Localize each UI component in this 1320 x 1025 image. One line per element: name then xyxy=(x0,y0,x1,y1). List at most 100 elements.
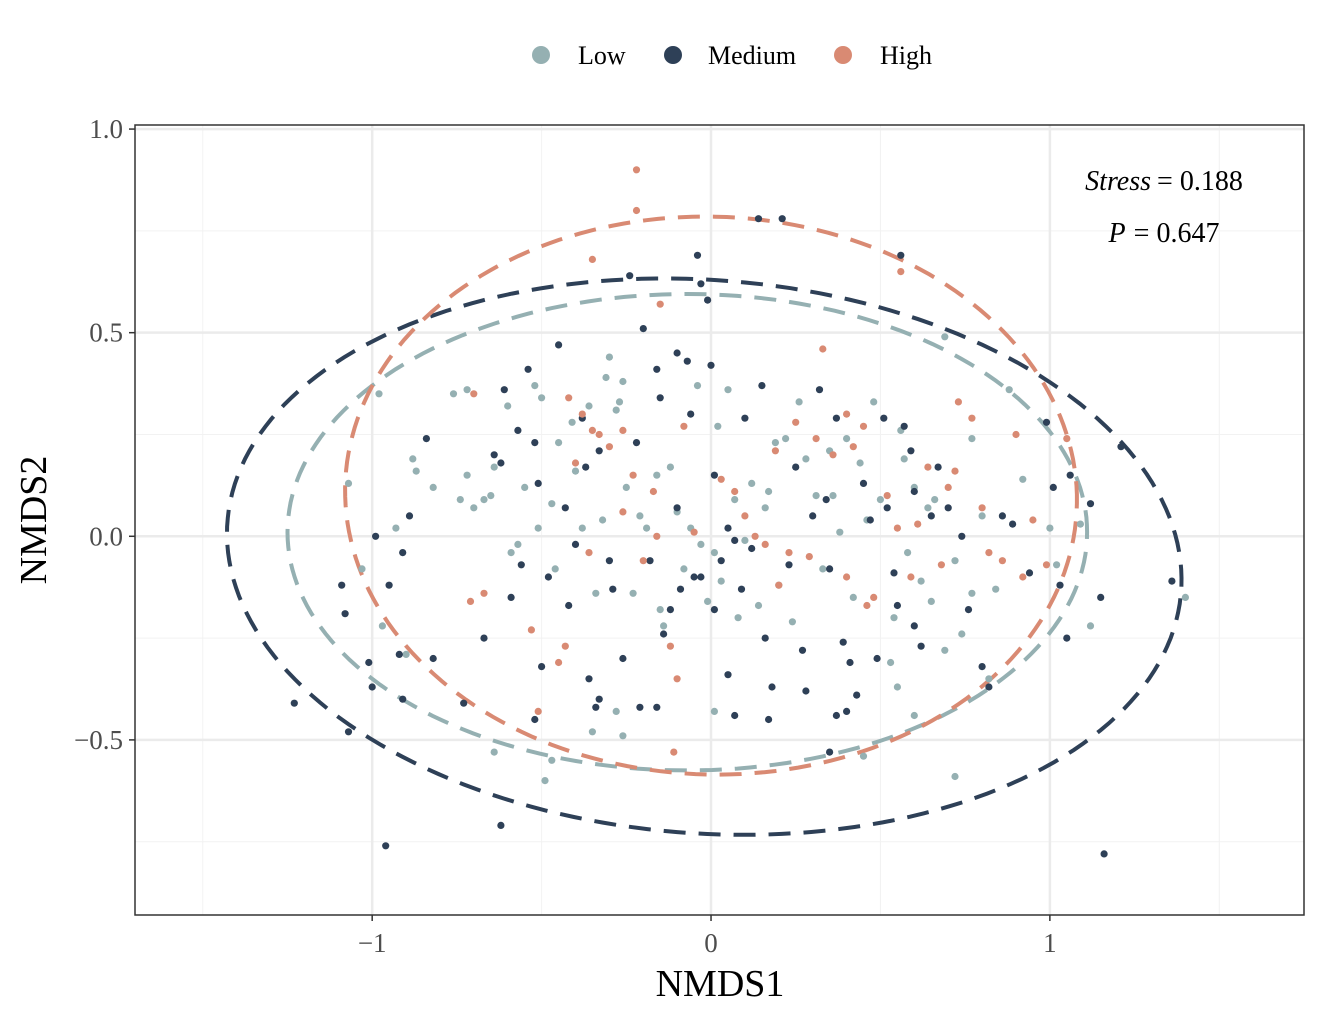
data-point-high xyxy=(897,268,905,276)
data-point-high xyxy=(632,206,641,215)
data-point-medium xyxy=(592,703,600,711)
data-point-medium xyxy=(741,414,749,422)
data-point-medium xyxy=(460,699,468,707)
data-point-medium xyxy=(595,695,603,703)
data-point-high xyxy=(565,394,573,402)
data-point-low xyxy=(985,675,993,683)
data-point-low xyxy=(941,646,949,654)
data-point-medium xyxy=(605,557,614,565)
data-point-low xyxy=(599,516,607,524)
data-point-low xyxy=(541,777,549,785)
data-point-high xyxy=(914,520,922,528)
data-point-medium xyxy=(1063,634,1071,642)
y-tick-label: 1.0 xyxy=(89,114,123,144)
data-point-medium xyxy=(656,394,664,402)
data-point-high xyxy=(843,573,851,581)
data-point-medium xyxy=(372,532,380,540)
data-point-low xyxy=(859,752,868,760)
data-point-medium xyxy=(490,451,498,459)
data-point-high xyxy=(907,573,915,581)
data-point-high xyxy=(653,532,661,540)
data-point-medium xyxy=(1097,593,1105,602)
data-point-medium xyxy=(826,565,834,573)
data-point-high xyxy=(585,549,593,557)
axis-ticks: −1 0 1 −0.5 0.0 0.5 1.0 xyxy=(74,114,1057,958)
data-point-medium xyxy=(907,447,915,455)
data-point-low xyxy=(795,398,803,406)
data-point-medium xyxy=(910,622,918,630)
data-point-high xyxy=(731,487,739,496)
data-point-low xyxy=(968,435,976,443)
data-point-medium xyxy=(778,215,786,223)
data-point-high xyxy=(588,255,597,263)
data-point-low xyxy=(924,504,932,512)
data-point-medium xyxy=(561,504,569,512)
data-point-medium xyxy=(1056,581,1064,589)
data-point-low xyxy=(548,500,556,508)
data-point-high xyxy=(775,581,783,589)
data-point-medium xyxy=(497,821,505,830)
stress-label: Stress xyxy=(1085,166,1151,197)
data-point-low xyxy=(504,402,512,410)
data-point-medium xyxy=(1042,418,1051,426)
data-point-high xyxy=(785,549,793,557)
data-point-low xyxy=(761,504,769,512)
data-point-medium xyxy=(697,573,705,581)
data-point-low xyxy=(463,471,471,479)
data-point-medium xyxy=(883,504,891,512)
data-point-high xyxy=(951,467,959,475)
data-point-medium xyxy=(565,601,573,610)
legend-marker-low xyxy=(532,46,550,64)
data-point-low xyxy=(1086,622,1095,630)
data-point-high xyxy=(480,589,488,597)
data-point-medium xyxy=(514,426,522,434)
data-point-medium xyxy=(1009,520,1017,528)
data-point-high xyxy=(673,675,681,683)
stats-annotation: Stress = 0.188 P = 0.647 xyxy=(1085,166,1243,249)
data-point-medium xyxy=(815,386,824,394)
data-point-medium xyxy=(964,606,973,614)
data-point-medium xyxy=(399,695,407,703)
data-point-low xyxy=(741,536,749,545)
data-point-medium xyxy=(710,471,719,479)
data-point-medium xyxy=(639,325,647,333)
data-point-low xyxy=(571,467,580,475)
data-point-high xyxy=(619,426,627,434)
data-point-low xyxy=(470,504,478,512)
data-point-medium xyxy=(422,435,430,443)
data-point-low xyxy=(1019,475,1027,483)
data-point-medium xyxy=(737,585,746,593)
data-point-high xyxy=(870,593,878,602)
data-point-low xyxy=(392,524,400,532)
data-points xyxy=(290,166,1189,858)
data-point-high xyxy=(829,451,837,459)
data-point-low xyxy=(904,549,912,557)
data-point-low xyxy=(782,435,790,443)
data-point-medium xyxy=(399,549,407,557)
data-point-medium xyxy=(843,707,851,716)
data-point-high xyxy=(656,300,664,308)
p-value: = 0.647 xyxy=(1134,218,1220,249)
data-point-medium xyxy=(1168,577,1176,585)
data-point-medium xyxy=(978,663,986,671)
data-point-medium xyxy=(497,459,505,467)
data-point-high xyxy=(1012,430,1020,439)
data-point-high xyxy=(771,447,780,455)
data-point-low xyxy=(487,492,495,500)
data-point-low xyxy=(521,483,529,491)
legend-label-medium: Medium xyxy=(708,41,796,70)
data-point-medium xyxy=(958,532,966,540)
data-point-medium xyxy=(632,439,641,447)
data-point-low xyxy=(890,614,898,622)
data-point-low xyxy=(358,565,366,573)
data-point-medium xyxy=(660,630,668,638)
data-point-low xyxy=(870,398,878,406)
data-point-high xyxy=(985,549,993,557)
data-point-medium xyxy=(1049,483,1057,491)
data-point-medium xyxy=(697,280,705,288)
data-point-low xyxy=(978,512,986,520)
data-point-medium xyxy=(693,251,702,259)
grid xyxy=(135,125,1304,915)
data-point-medium xyxy=(717,557,725,565)
data-point-low xyxy=(893,683,902,691)
